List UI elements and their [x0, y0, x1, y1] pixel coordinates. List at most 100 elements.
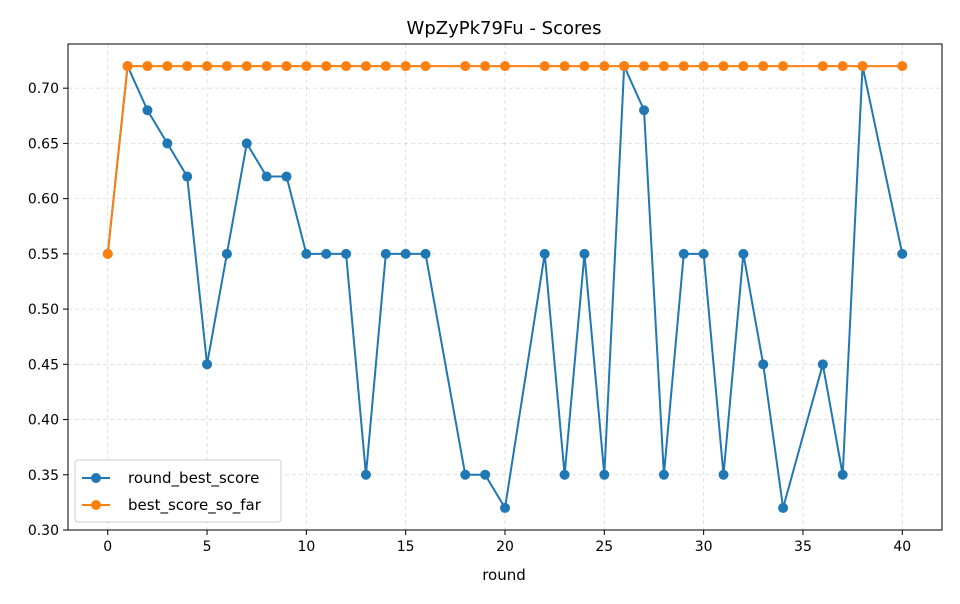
data-point-best-score-so-far [281, 61, 292, 72]
data-point-best-score-so-far [698, 61, 709, 72]
series-layer [102, 61, 908, 513]
data-point-round-best-score [500, 502, 510, 513]
data-point-best-score-so-far [321, 61, 332, 72]
data-point-round-best-score [321, 248, 332, 259]
data-point-round-best-score [718, 469, 729, 480]
legend-label-best-score-so-far: best_score_so_far [128, 496, 262, 515]
data-point-round-best-score [678, 248, 689, 259]
y-tick-label: 0.35 [28, 468, 59, 484]
data-point-best-score-so-far [539, 61, 550, 72]
data-point-round-best-score [202, 359, 213, 370]
y-tick-label: 0.50 [28, 302, 59, 318]
data-point-best-score-so-far [102, 248, 113, 259]
data-point-round-best-score [380, 248, 391, 259]
grid-layer [68, 44, 942, 531]
data-point-best-score-so-far [500, 61, 510, 72]
data-point-best-score-so-far [221, 61, 232, 72]
data-point-best-score-so-far [182, 61, 193, 72]
legend: round_best_score best_score_so_far [74, 459, 282, 523]
legend-box [74, 459, 282, 523]
x-tick-label: 10 [297, 539, 315, 555]
legend-marker-round-best-score [91, 473, 101, 483]
data-point-best-score-so-far [420, 61, 431, 72]
legend-label-round-best-score: round_best_score [128, 469, 259, 488]
data-point-round-best-score [539, 248, 550, 259]
data-point-round-best-score [579, 248, 590, 259]
data-point-best-score-so-far [480, 61, 491, 72]
data-point-best-score-so-far [400, 61, 411, 72]
data-point-best-score-so-far [619, 61, 630, 72]
data-point-round-best-score [658, 469, 669, 480]
data-point-round-best-score [460, 469, 471, 480]
data-point-round-best-score [241, 138, 252, 149]
x-tick-label: 0 [103, 539, 112, 555]
data-point-best-score-so-far [261, 61, 272, 72]
data-point-round-best-score [559, 469, 570, 480]
data-point-best-score-so-far [857, 61, 868, 72]
data-point-round-best-score [301, 248, 312, 259]
data-point-best-score-so-far [678, 61, 689, 72]
x-tick-label: 35 [794, 539, 812, 555]
data-point-best-score-so-far [579, 61, 590, 72]
data-point-round-best-score [261, 171, 272, 182]
data-point-round-best-score [599, 469, 610, 480]
series-line-round-best-score [106, 65, 904, 509]
data-point-round-best-score [639, 105, 650, 116]
y-tick-label: 0.55 [28, 247, 59, 263]
data-point-round-best-score [420, 248, 431, 259]
legend-marker-best-score-so-far [91, 500, 101, 510]
data-point-round-best-score [281, 171, 292, 182]
data-point-best-score-so-far [559, 61, 570, 72]
data-point-best-score-so-far [758, 61, 769, 72]
y-tick-label: 0.45 [28, 357, 59, 373]
x-tick-label: 15 [397, 539, 415, 555]
data-point-best-score-so-far [738, 61, 749, 72]
data-point-best-score-so-far [122, 61, 133, 72]
data-point-round-best-score [162, 138, 173, 149]
y-tick-label: 0.40 [28, 413, 59, 429]
data-point-round-best-score [817, 359, 828, 370]
data-point-round-best-score [221, 248, 232, 259]
x-tick-label: 25 [595, 539, 613, 555]
data-point-best-score-so-far [162, 61, 173, 72]
data-point-best-score-so-far [460, 61, 471, 72]
data-point-best-score-so-far [897, 61, 908, 72]
data-point-best-score-so-far [718, 61, 729, 72]
data-point-best-score-so-far [202, 61, 213, 72]
y-tick-label: 0.65 [28, 136, 59, 152]
y-tick-label: 0.30 [28, 523, 59, 539]
y-tick-label: 0.70 [28, 81, 59, 97]
data-point-round-best-score [480, 469, 491, 480]
x-tick-label: 20 [496, 539, 514, 555]
axes-layer: 0 5 10 15 20 25 30 35 40 0.30 0.35 0.40 0.45 0.50 0.55… [28, 81, 911, 555]
x-tick-label: 5 [203, 539, 212, 555]
data-point-round-best-score [400, 248, 411, 259]
data-point-round-best-score [182, 171, 193, 182]
data-point-round-best-score [778, 502, 789, 513]
data-point-best-score-so-far [341, 61, 352, 72]
data-point-best-score-so-far [380, 61, 391, 72]
data-point-round-best-score [738, 248, 749, 259]
data-point-round-best-score [142, 105, 153, 116]
data-point-best-score-so-far [778, 61, 789, 72]
y-tick-label: 0.60 [28, 192, 59, 208]
data-point-best-score-so-far [142, 61, 153, 72]
data-point-round-best-score [360, 469, 371, 480]
data-point-best-score-so-far [599, 61, 610, 72]
x-tick-label: 30 [695, 539, 713, 555]
data-point-best-score-so-far [817, 61, 828, 72]
x-tick-label: 40 [893, 539, 911, 555]
data-point-best-score-so-far [658, 61, 669, 72]
data-point-round-best-score [698, 248, 709, 259]
data-point-round-best-score [837, 469, 848, 480]
data-point-best-score-so-far [639, 61, 650, 72]
chart-title: WpZyPk79Fu - Scores [407, 18, 602, 39]
data-point-best-score-so-far [241, 61, 252, 72]
data-point-round-best-score [341, 248, 352, 259]
x-axis-label: round [482, 566, 526, 584]
data-point-best-score-so-far [837, 61, 848, 72]
data-point-round-best-score [897, 248, 908, 259]
data-point-best-score-so-far [360, 61, 371, 72]
